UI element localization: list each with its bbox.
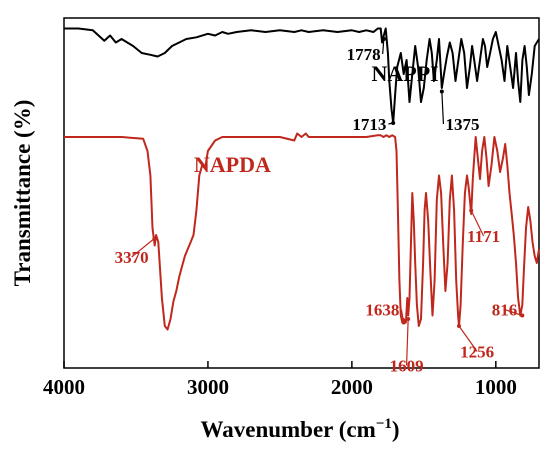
x-axis-title-main: Wavenumber (cm	[201, 417, 376, 442]
x-axis-title-close: )	[392, 417, 400, 442]
annotation-arrowhead	[401, 320, 406, 325]
annotation-label: 816	[492, 301, 518, 320]
annotation-arrowhead	[469, 208, 474, 213]
x-axis-title-sup: −1	[376, 416, 392, 432]
annotation-label: 3370	[115, 248, 149, 267]
series-line-napda	[64, 132, 540, 331]
plot-frame	[63, 17, 540, 369]
annotation-label: 1256	[460, 343, 494, 362]
annotation-label: 1171	[467, 227, 500, 246]
annotation-label: 1375	[445, 115, 479, 134]
annotation-arrowhead	[152, 236, 157, 241]
annotation-arrowhead	[381, 37, 386, 41]
annotation-arrowhead	[391, 121, 396, 125]
annotation-label: NAPDA	[194, 152, 271, 177]
annotation-arrow	[470, 210, 485, 237]
y-axis-title: Transmittance (%)	[10, 100, 35, 287]
x-tick-label: 2000	[331, 375, 373, 399]
annotation-arrow	[504, 308, 523, 317]
series-lines	[64, 27, 540, 331]
annotation-arrowhead	[406, 317, 411, 321]
x-tick-label: 3000	[187, 375, 229, 399]
annotation-arrowhead	[456, 324, 461, 328]
annotation-label: NAPPI	[372, 61, 439, 86]
annotation-label: 1609	[390, 357, 424, 376]
series-line-nappi	[64, 27, 540, 124]
annotation-arrow	[382, 38, 385, 55]
x-axis-title: Wavenumber (cm−1)	[201, 416, 400, 442]
annotation-arrow	[441, 91, 445, 125]
annotation-arrow	[400, 309, 405, 323]
annotation-arrow	[458, 325, 478, 352]
annotation-label: 1778	[347, 45, 381, 64]
annotation-arrow	[405, 318, 409, 366]
annotation-arrowhead	[520, 313, 525, 318]
annotations: NAPPI NAPDA 1778 1713 1375 3370 1638 1609 1171 81…	[115, 37, 525, 376]
x-axis-ticks: 4000 3000 2000 1000	[43, 361, 517, 399]
annotation-label: 1638	[365, 301, 399, 320]
x-tick-label: 4000	[43, 375, 85, 399]
x-tick-label: 1000	[475, 375, 517, 399]
annotation-label: 1713	[352, 115, 386, 134]
annotation-arrowhead	[439, 89, 444, 94]
annotation-arrow	[131, 238, 155, 258]
